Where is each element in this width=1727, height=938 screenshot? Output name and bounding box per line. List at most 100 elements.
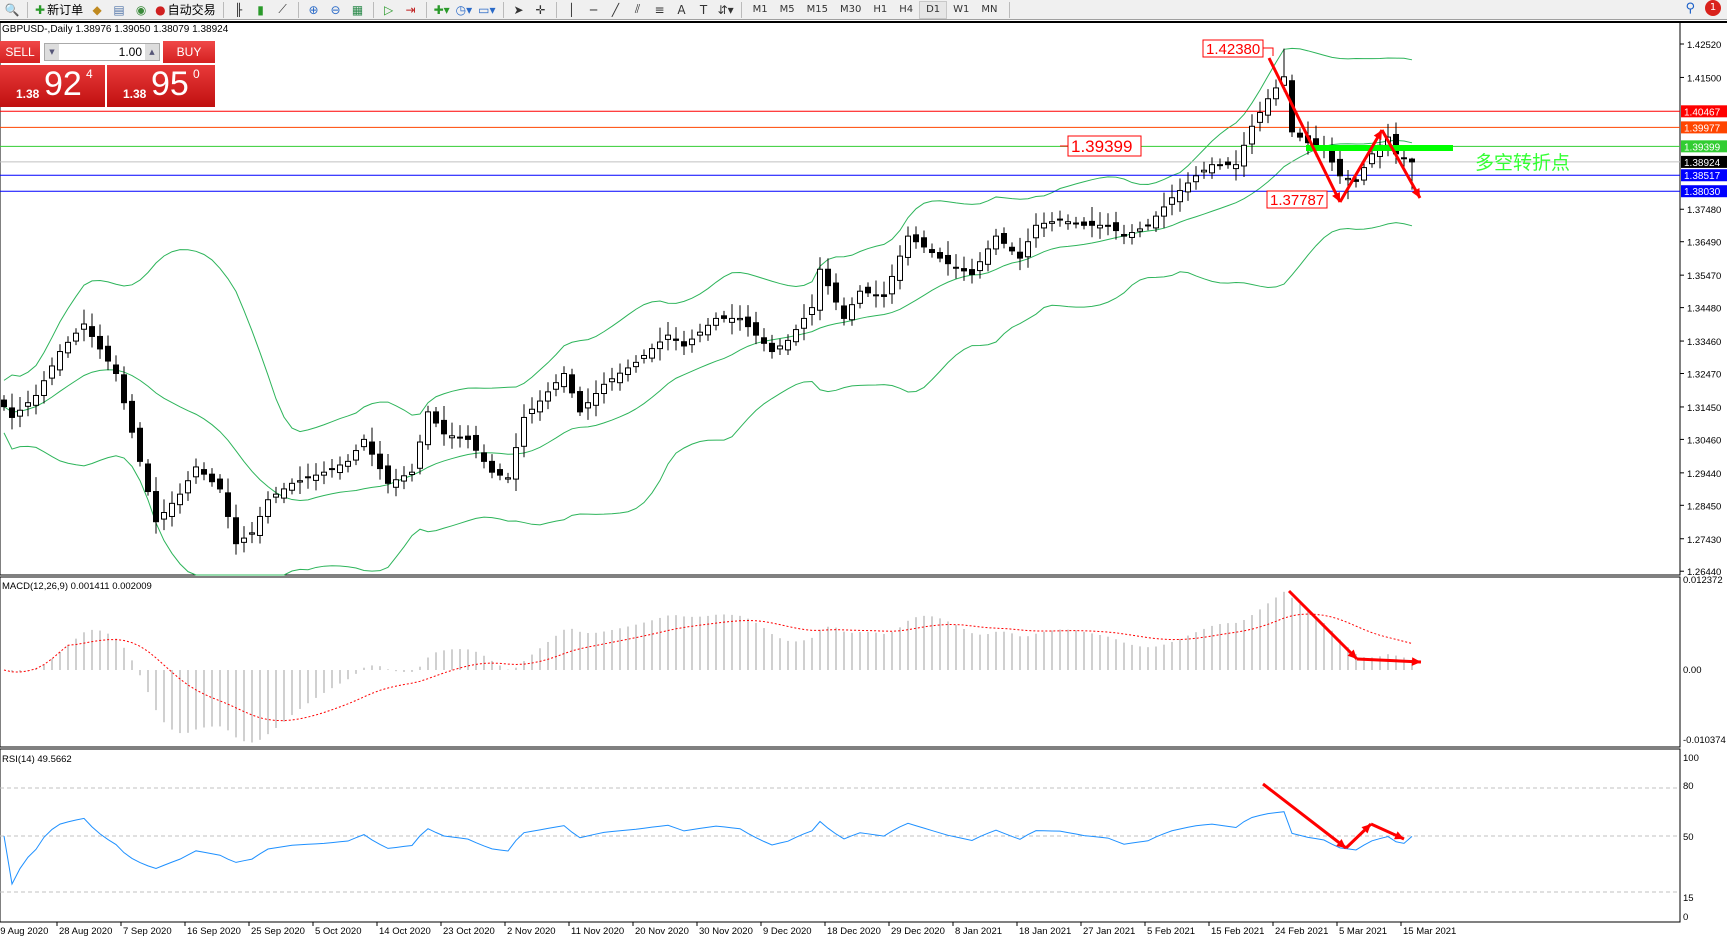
volume-decrease-button[interactable]: ▼ <box>45 44 59 60</box>
zoom-out-icon[interactable]: ⊖ <box>330 2 341 17</box>
cursor-icon[interactable]: ➤ <box>513 2 524 17</box>
metaeditor-icon[interactable]: ◆ <box>92 2 102 17</box>
candle-body <box>873 294 879 297</box>
search-icon[interactable]: ⚲ <box>1685 1 1695 16</box>
history-icon[interactable]: ▤ <box>113 2 125 17</box>
new-order-button[interactable]: ✚ 新订单 <box>33 1 85 19</box>
y-tick-label: 1.27430 <box>1687 535 1721 546</box>
candle-body <box>1097 224 1103 229</box>
timeframe-m5[interactable]: M5 <box>779 4 795 15</box>
candle <box>729 304 735 335</box>
buy-button[interactable]: BUY <box>163 41 215 63</box>
x-tick-label: 29 Dec 2020 <box>891 926 945 937</box>
candle-body <box>441 419 447 435</box>
tile-windows-icon[interactable]: ▦ <box>351 2 364 17</box>
candle <box>113 355 119 382</box>
sell-price-button[interactable]: 1.38 92 4 <box>0 65 105 107</box>
candle-body <box>833 282 839 303</box>
line-chart-icon[interactable]: ⟋ <box>278 2 287 16</box>
buy-price-button[interactable]: 1.38 95 0 <box>107 65 215 107</box>
candle <box>529 397 535 424</box>
candle <box>441 406 447 446</box>
sell-button[interactable]: SELL <box>0 41 40 63</box>
candle-body <box>521 416 527 447</box>
rsi-pane <box>0 748 1681 923</box>
timeframe-d1[interactable]: D1 <box>919 0 948 19</box>
chart-shift-icon[interactable]: ⇥ <box>405 2 416 17</box>
candle-body <box>625 367 631 375</box>
plus-icon: ✚ <box>35 2 46 17</box>
candle-body <box>33 394 39 406</box>
signal-icon[interactable]: ◉ <box>135 2 147 17</box>
candlestick-icon[interactable]: ▮ <box>257 2 264 17</box>
toolbar-separator <box>555 1 557 18</box>
arrows-icon[interactable]: ⇵▾ <box>717 2 734 17</box>
candle-body <box>9 407 15 418</box>
candle-body <box>137 427 143 462</box>
candle <box>305 463 311 489</box>
print-preview-icon[interactable]: 🔍 <box>4 2 20 17</box>
equidistant-channel-icon[interactable]: ⫽ <box>634 2 641 16</box>
candle-body <box>793 329 799 343</box>
candle-body <box>585 402 591 409</box>
candle-body <box>969 269 975 275</box>
candle-body <box>377 453 383 470</box>
y-tick-label: 1.37480 <box>1687 205 1721 216</box>
candle <box>289 478 295 495</box>
candle <box>1049 212 1055 232</box>
candle <box>329 458 335 478</box>
volume-increase-button[interactable]: ▲ <box>145 44 159 60</box>
zoom-in-icon[interactable]: ⊕ <box>308 2 319 17</box>
candle-body <box>1129 232 1135 238</box>
candle <box>857 285 863 309</box>
timeframe-h1[interactable]: H1 <box>873 4 888 15</box>
candle-body <box>673 338 679 341</box>
candle-body <box>401 475 407 482</box>
auto-trading-button[interactable]: ● 自动交易 <box>153 1 218 19</box>
candle <box>689 329 695 353</box>
crosshair-icon[interactable]: ✛ <box>535 2 546 17</box>
candle <box>1113 211 1119 240</box>
volume-input[interactable] <box>59 45 145 59</box>
y-tick-label: 1.28450 <box>1687 501 1721 512</box>
candle <box>1089 207 1095 238</box>
indicators-icon[interactable]: ✚▾ <box>433 2 450 17</box>
notification-badge[interactable]: 1 <box>1705 0 1721 16</box>
trendline-icon[interactable]: ╱ <box>611 2 620 17</box>
candle <box>593 380 599 417</box>
bar-chart-icon[interactable]: ╟ <box>234 2 243 17</box>
horizontal-line-icon[interactable]: ─ <box>589 2 598 17</box>
timeframe-m30[interactable]: M30 <box>839 4 862 15</box>
candle-body <box>929 249 935 254</box>
candle <box>737 305 743 331</box>
toolbar-separator <box>502 1 504 18</box>
candle-body <box>865 286 871 294</box>
candle <box>881 281 887 308</box>
candle <box>1121 224 1127 245</box>
timeframe-m15[interactable]: M15 <box>806 4 828 15</box>
fibonacci-icon[interactable]: ≡ <box>654 2 665 17</box>
candle <box>913 226 919 249</box>
arrow-head-icon <box>1411 188 1420 198</box>
red-arrow-line <box>1380 129 1422 199</box>
x-tick-label: 14 Oct 2020 <box>379 926 431 937</box>
autoscroll-icon[interactable]: ▷ <box>383 2 394 17</box>
x-tick-label: 28 Aug 2020 <box>59 926 112 937</box>
candle <box>1185 172 1191 201</box>
periods-icon[interactable]: ◷▾ <box>455 2 473 17</box>
candle-body <box>433 411 439 424</box>
timeframe-w1[interactable]: W1 <box>953 4 970 15</box>
candle-body <box>273 493 279 498</box>
candle-body <box>553 382 559 390</box>
x-tick-label: 2 Nov 2020 <box>507 926 556 937</box>
timeframe-h4[interactable]: H4 <box>899 4 914 15</box>
templates-icon[interactable]: ▭▾ <box>478 2 496 17</box>
timeframe-m1[interactable]: M1 <box>752 4 768 15</box>
timeframe-mn[interactable]: MN <box>981 4 998 15</box>
candle-body <box>1249 125 1255 145</box>
candle-body <box>593 393 599 406</box>
vertical-line-icon[interactable]: │ <box>567 2 576 17</box>
text-label-icon[interactable]: T <box>699 2 708 17</box>
text-icon[interactable]: A <box>677 2 686 17</box>
